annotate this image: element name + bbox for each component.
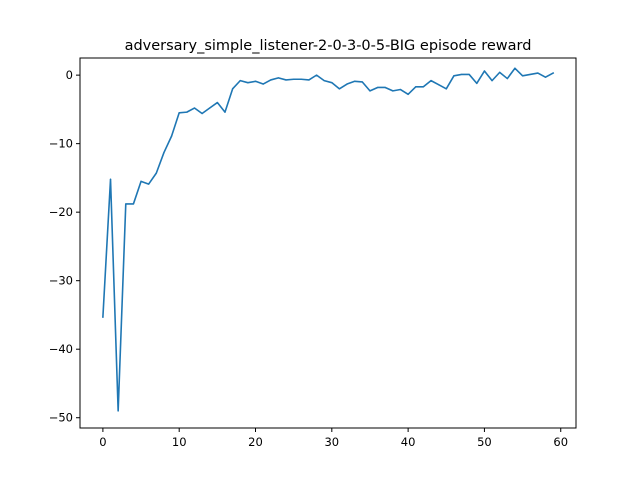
- data-point: [239, 80, 241, 82]
- data-point: [338, 88, 341, 90]
- data-point: [308, 79, 310, 81]
- data-point: [270, 79, 272, 81]
- data-point: [361, 81, 363, 83]
- data-point: [148, 183, 150, 185]
- data-point: [117, 410, 119, 412]
- data-point: [102, 316, 104, 318]
- data-point: [232, 88, 234, 90]
- data-point: [476, 82, 478, 84]
- data-point: [178, 112, 180, 114]
- x-tick-label: 10: [172, 435, 187, 449]
- data-point: [201, 112, 203, 115]
- data-point: [163, 151, 165, 154]
- data-point: [323, 80, 325, 82]
- data-point: [491, 80, 493, 82]
- data-point: [430, 80, 432, 82]
- data-point: [552, 72, 554, 74]
- data-point: [262, 83, 264, 85]
- data-point: [132, 203, 135, 205]
- data-point: [354, 80, 356, 82]
- data-point: [140, 180, 142, 182]
- data-point: [483, 70, 486, 72]
- data-point: [193, 107, 196, 109]
- y-tick-label: −30: [49, 274, 73, 288]
- data-point: [346, 83, 348, 85]
- x-tick-label: 50: [477, 435, 492, 449]
- data-point: [422, 86, 424, 88]
- data-point: [392, 90, 394, 92]
- data-point: [384, 86, 386, 89]
- x-tick-label: 40: [401, 435, 416, 449]
- data-point: [529, 73, 531, 76]
- data-point: [125, 203, 127, 205]
- data-point: [254, 80, 257, 82]
- data-point: [216, 101, 218, 104]
- y-tick-label: −50: [49, 411, 73, 425]
- axes-frame: [79, 57, 577, 429]
- data-point: [170, 135, 173, 137]
- chart-title: adversary_simple_listener-2-0-3-0-5-BIG …: [125, 38, 532, 54]
- data-point: [514, 67, 516, 69]
- data-point: [209, 107, 211, 109]
- x-axis: 0 10 20 30 40 50 60: [99, 428, 568, 449]
- data-point: [331, 82, 333, 84]
- plot-area: [102, 67, 555, 412]
- data-point: [285, 79, 287, 81]
- data-point: [438, 84, 440, 86]
- y-tick-label: −20: [49, 205, 73, 219]
- y-axis: 0 −10 −20 −30 −40 −50: [49, 68, 80, 425]
- x-tick-label: 20: [248, 435, 263, 449]
- data-point: [399, 88, 402, 91]
- data-point: [445, 88, 447, 90]
- data-point: [315, 74, 318, 76]
- data-point: [369, 90, 371, 92]
- data-point: [521, 75, 524, 77]
- data-point: [109, 178, 112, 180]
- x-tick-label: 30: [324, 435, 339, 449]
- data-point: [407, 93, 409, 95]
- x-tick-label: 0: [99, 435, 106, 449]
- data-point: [468, 73, 470, 76]
- data-point: [293, 78, 295, 80]
- y-tick-label: −40: [49, 342, 73, 356]
- y-tick-label: −10: [49, 137, 73, 151]
- data-point: [155, 172, 157, 174]
- series-line-0: [102, 67, 555, 412]
- data-point: [499, 71, 501, 73]
- data-point: [186, 111, 188, 113]
- data-point: [377, 86, 379, 89]
- data-point: [537, 72, 539, 74]
- data-point: [453, 75, 455, 77]
- data-point: [460, 73, 463, 76]
- y-tick-label: 0: [66, 68, 73, 82]
- x-tick-label: 60: [553, 435, 568, 449]
- data-point: [506, 77, 508, 80]
- data-point: [277, 77, 279, 79]
- data-point: [224, 111, 226, 113]
- data-point: [415, 86, 417, 88]
- data-point: [544, 76, 547, 78]
- data-point: [247, 82, 249, 84]
- data-point: [300, 78, 302, 80]
